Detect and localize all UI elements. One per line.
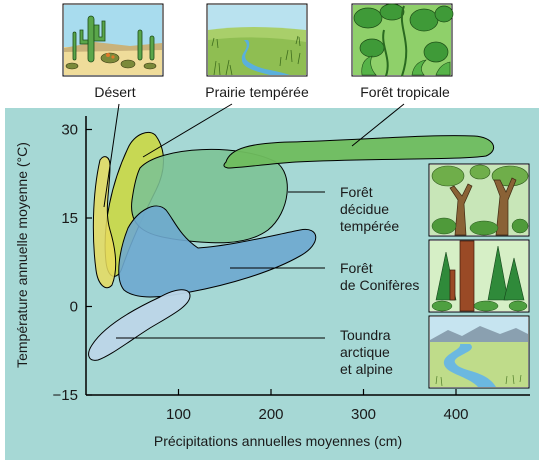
- biome-shape-tundra: [88, 289, 191, 361]
- y-tick-label: 0: [70, 299, 78, 316]
- biome-label-tropical: Forêt tropicale: [360, 84, 450, 100]
- tundra-illustration: [428, 315, 530, 389]
- y-tick-label: 15: [61, 210, 78, 227]
- x-tick-label: 100: [166, 406, 191, 423]
- cactus-icon: [72, 15, 155, 63]
- biome-shape-coniferous: [118, 205, 317, 298]
- biome-label-deciduous: Forêt décidue tempérée: [340, 184, 399, 234]
- biome-shape-tropical: [223, 135, 495, 169]
- y-axis-title: Température annuelle moyenne (°C): [14, 142, 30, 368]
- y-tick-label: 30: [61, 122, 78, 139]
- biome-label-prairie: Prairie tempérée: [205, 84, 309, 100]
- leader-tropical: [351, 103, 405, 147]
- x-tick-label: 400: [443, 406, 468, 423]
- y-tick-label: −15: [53, 387, 78, 404]
- deciduous-forest-illustration: [428, 163, 530, 237]
- prairie-illustration: [206, 3, 308, 77]
- leader-prairie: [142, 103, 233, 158]
- x-axis-title: Précipitations annuelles moyennes (cm): [154, 433, 402, 449]
- biome-label-desert: Désert: [94, 84, 135, 100]
- biome-label-tundra: Toundra arctique et alpine: [340, 327, 393, 377]
- x-tick-label: 300: [351, 406, 376, 423]
- tropical-forest-illustration: [351, 3, 454, 77]
- coniferous-forest-illustration: [428, 239, 530, 313]
- biome-label-coniferous: Forêt de Conifères: [340, 260, 419, 293]
- desert-illustration: [62, 3, 164, 77]
- leader-desert: [103, 103, 120, 208]
- x-tick-label: 200: [258, 406, 283, 423]
